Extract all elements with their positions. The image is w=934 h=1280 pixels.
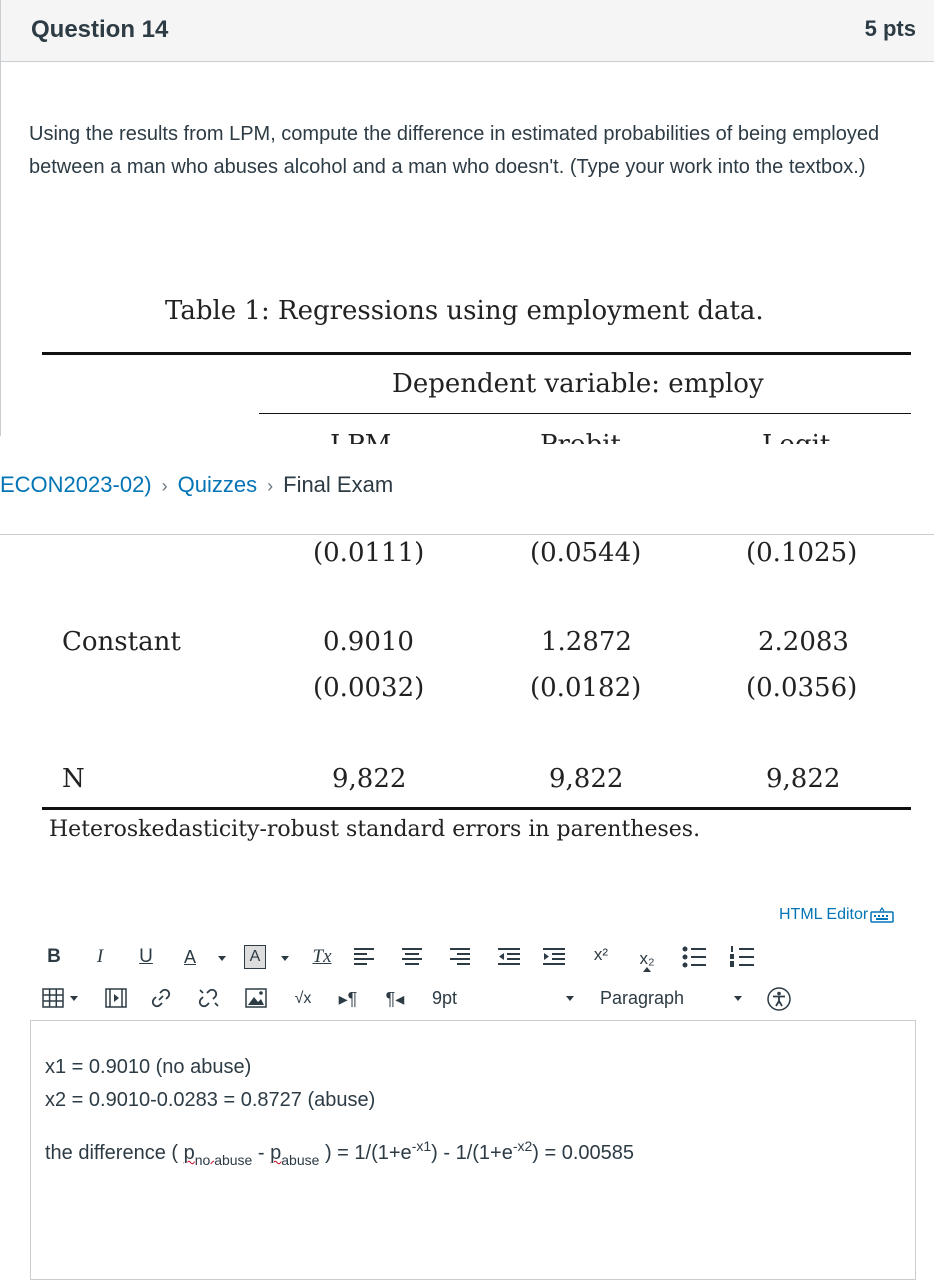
table-bottom-rule [42,807,911,810]
row-label-n: N [62,764,85,794]
pilcrow-rtl-icon: ¶◂ [385,988,405,1009]
breadcrumb: ECON2023-02) › Quizzes › Final Exam [0,472,393,498]
spellcheck-word: pabuse [270,1142,319,1168]
table-cell: 1.2872 [541,627,632,657]
block-format-value: Paragraph [600,988,685,1008]
table-cell: 9,822 [766,764,841,794]
col-header-lpm: LPM [330,430,391,444]
bullet-list-icon[interactable] [682,946,706,968]
table-top-rule [42,352,911,355]
table-icon[interactable] [42,988,64,1008]
bold-button[interactable]: B [47,946,61,967]
underline-button[interactable]: U [139,946,153,967]
table-cell: (0.0544) [530,538,642,568]
question-text: Using the results from LPM, compute the … [29,123,880,178]
outdent-icon[interactable] [498,946,520,968]
ltr-direction-button[interactable]: ▸¶ [336,985,360,1013]
breadcrumb-quizzes[interactable]: Quizzes [177,472,258,497]
align-right-icon[interactable] [450,946,470,968]
table-cell: (0.0356) [746,673,858,703]
breadcrumb-current: Final Exam [283,472,394,497]
chevron-down-icon[interactable] [566,996,574,1001]
answer-text: ) = 1/(1+e [319,1142,412,1164]
answer-superscript: -x1 [411,1138,432,1154]
link-icon[interactable] [150,987,172,1009]
font-size-select[interactable]: 9pt [432,988,457,1009]
html-editor-label: HTML Editor [779,906,869,923]
keyboard-icon [870,906,894,923]
chevron-right-icon: › [161,476,168,496]
chevron-down-icon[interactable] [70,996,78,1001]
rtl-direction-button[interactable]: ¶◂ [383,985,407,1013]
numbered-list-icon[interactable] [730,946,754,968]
question-header: Question 14 5 pts [0,0,934,62]
answer-text: p [183,1142,195,1164]
answer-subscript: no abuse [194,1152,253,1168]
breadcrumb-divider [0,534,934,535]
answer-line-1: x1 = 0.9010 (no abuse) [45,1056,252,1078]
row-label-constant: Constant [62,627,181,657]
answer-text: the difference ( [45,1142,184,1164]
table-cell: (0.1025) [746,538,858,568]
question-border [0,62,1,436]
table-cell: (0.0032) [313,673,425,703]
html-editor-link[interactable]: HTML Editor [779,906,894,924]
superscript-button[interactable]: x² [593,945,609,964]
answer-superscript: -x2 [512,1138,533,1154]
table-cell: 0.9010 [323,627,414,657]
answer-text: - [252,1142,271,1164]
table-footnote: Heteroskedasticity-robust standard error… [49,817,701,842]
answer-text: ) = 0.00585 [532,1142,635,1164]
pilcrow-ltr-icon: ▸¶ [338,988,358,1009]
answer-text: p [270,1142,282,1164]
align-center-icon[interactable] [402,946,422,968]
clear-formatting-button[interactable]: Tx [312,946,332,967]
align-left-icon[interactable] [354,946,374,968]
chevron-right-icon: › [267,476,274,496]
media-icon[interactable] [105,988,127,1008]
square-root-icon: √x [294,990,312,1007]
subscript-button[interactable]: x₂ [639,949,655,968]
table-cell: 9,822 [549,764,624,794]
breadcrumb-bar [0,444,934,534]
table-cell: 2.2083 [758,627,849,657]
col-header-probit: Probit [540,430,621,444]
answer-subscript: abuse [281,1152,320,1168]
breadcrumb-course[interactable]: ECON2023-02) [0,472,152,497]
spellcheck-word: pno abuse [183,1142,253,1168]
chevron-down-icon[interactable] [218,956,226,961]
answer-line-2: x2 = 0.9010-0.0283 = 0.8727 (abuse) [45,1089,376,1111]
math-equation-button[interactable]: √x [290,985,316,1013]
table-subheader-rule [259,413,911,414]
unlink-icon[interactable] [197,987,221,1009]
question-title: Question 14 [31,16,169,43]
image-icon[interactable] [245,988,267,1008]
background-color-button[interactable]: A [244,945,266,969]
caret-up-icon [643,967,651,972]
col-header-logit: Logit [762,430,830,444]
question-points: 5 pts [864,16,916,41]
indent-icon[interactable] [543,946,565,968]
chevron-down-icon[interactable] [734,996,742,1001]
table-cell: 9,822 [332,764,407,794]
dependent-variable-label: Dependent variable: employ [392,369,764,399]
block-format-select[interactable]: Paragraph [600,988,684,1009]
chevron-down-icon[interactable] [281,956,289,961]
italic-button[interactable]: I [96,946,104,967]
text-color-button[interactable]: A [183,946,196,967]
accessibility-icon[interactable] [767,987,791,1011]
font-size-value: 9pt [432,988,458,1008]
table-header-cutoff: LPM Probit Logit [0,430,934,444]
answer-line-3: the difference ( pno abuse - pabuse ) = … [45,1138,634,1168]
table-cell: (0.0111) [313,538,425,568]
table-title: Table 1: Regressions using employment da… [165,296,764,326]
answer-text: ) - 1/(1+e [431,1142,513,1164]
table-cell: (0.0182) [530,673,642,703]
